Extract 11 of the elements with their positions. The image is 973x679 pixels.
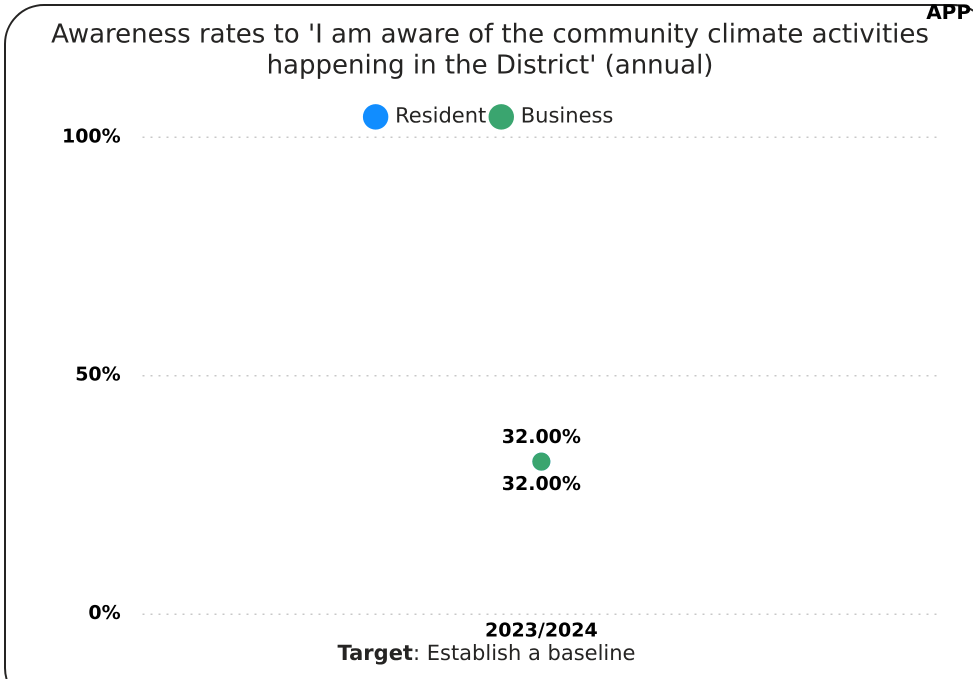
y-tick-label: 50%	[75, 364, 121, 386]
y-tick-label: 0%	[88, 602, 121, 624]
y-tick-label: 100%	[62, 125, 121, 148]
data-label: 32.00%	[502, 473, 581, 496]
chart-title: Awareness rates to 'I am aware of the community climate activities happening in the District' (annual)	[51, 19, 929, 81]
legend-label: Resident	[395, 103, 486, 128]
data-label: 32.00%	[502, 426, 581, 448]
legend-label: Business	[520, 103, 614, 128]
text: Target: Establish a baseline	[338, 641, 636, 665]
x-tick-label: 2023/2024	[484, 620, 598, 642]
text: APP	[926, 0, 971, 24]
